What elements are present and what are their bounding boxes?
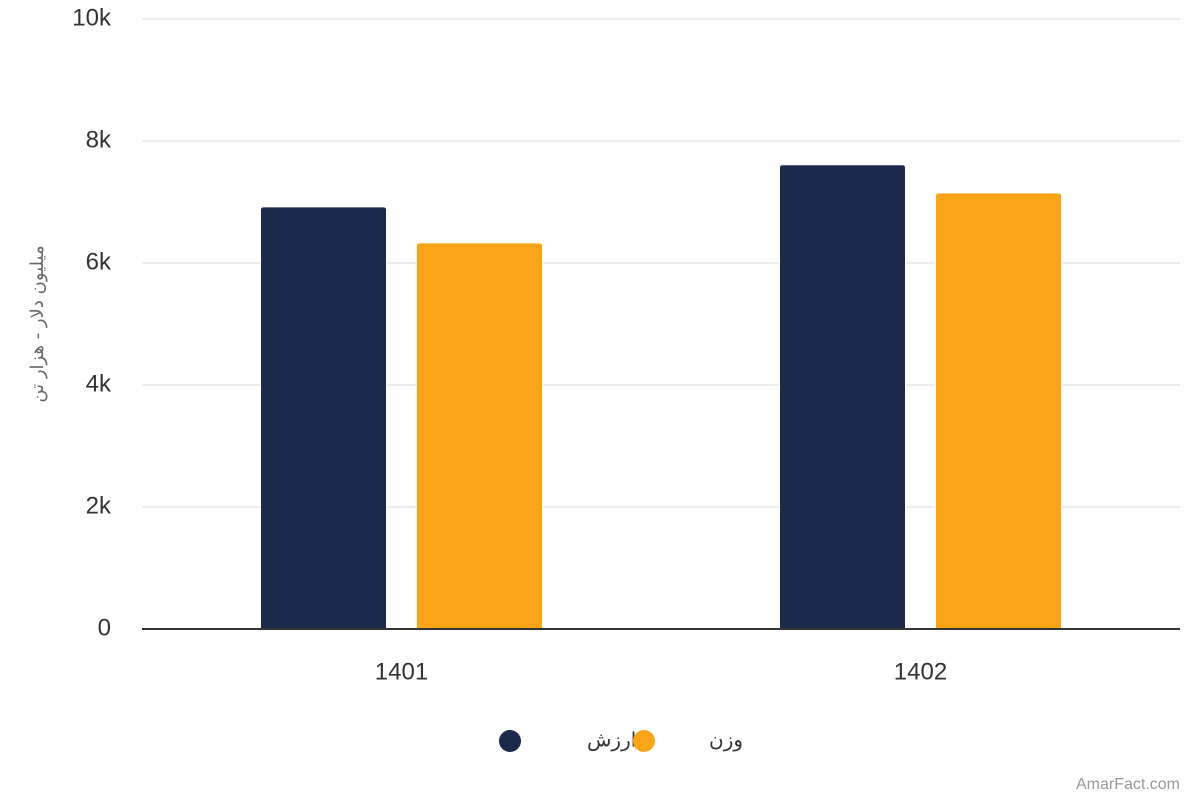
legend-swatch xyxy=(499,730,521,752)
bars xyxy=(260,164,1062,630)
legend-item-weight[interactable]: وزن xyxy=(633,728,743,753)
y-tick-label: 4k xyxy=(86,370,112,397)
legend-swatch xyxy=(633,730,655,752)
credit-text[interactable]: AmarFact.com xyxy=(1076,776,1180,793)
y-tick-label: 6k xyxy=(86,248,112,275)
legend-item-value[interactable]: ارزش xyxy=(499,728,636,753)
y-axis-title: میلیون دلار - هزار تن xyxy=(27,245,48,402)
y-tick-label: 0 xyxy=(98,614,111,641)
bar-value-1402[interactable] xyxy=(779,164,906,630)
legend: ارزش وزن xyxy=(499,728,743,753)
y-tick-label: 8k xyxy=(86,126,112,153)
legend-label: ارزش xyxy=(587,728,636,752)
legend-label: وزن xyxy=(709,728,743,752)
x-axis-tick-labels: 1401 1402 xyxy=(375,658,947,685)
bar-value-1401[interactable] xyxy=(260,206,387,630)
y-tick-label: 2k xyxy=(86,492,112,519)
bar-weight-1401[interactable] xyxy=(416,242,543,630)
bar-weight-1402[interactable] xyxy=(935,192,1062,630)
y-axis-tick-labels: 0 2k 4k 6k 8k 10k xyxy=(72,4,112,641)
x-tick-label: 1402 xyxy=(894,658,947,685)
x-tick-label: 1401 xyxy=(375,658,428,685)
y-tick-label: 10k xyxy=(72,4,112,31)
